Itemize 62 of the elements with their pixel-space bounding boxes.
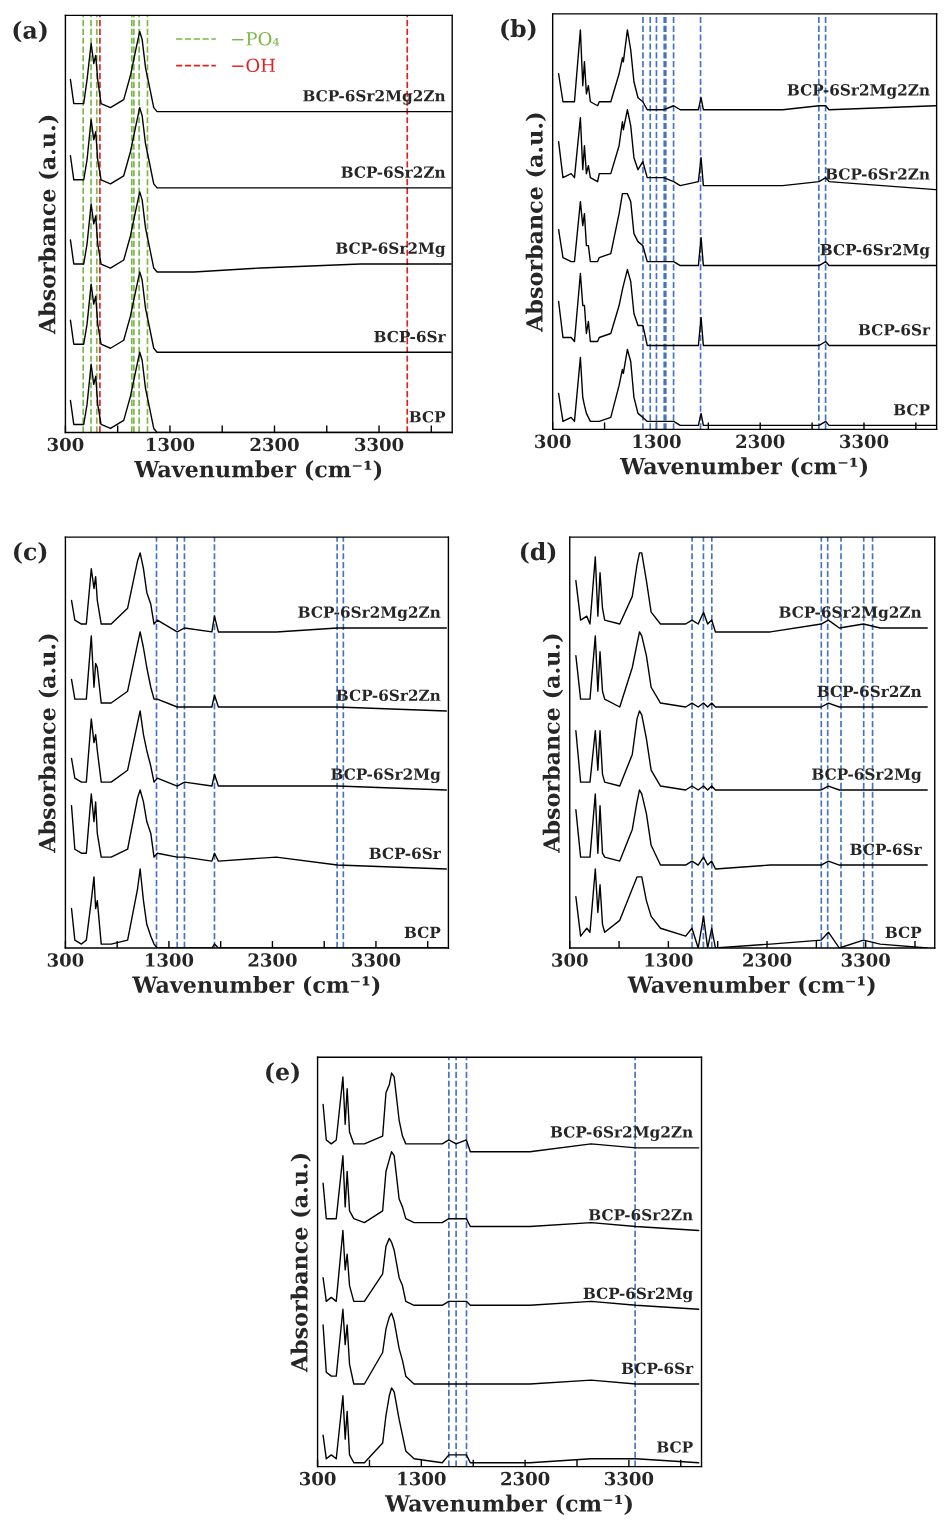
series-label: BCP-6Sr: [858, 324, 931, 336]
y-axis-title: Absorbance (a.u.): [38, 115, 59, 335]
y-axis-title: Absorbance (a.u.): [38, 634, 59, 853]
x-axis-title: Wavenumber (cm⁻¹): [619, 457, 868, 478]
x-tick-label: 1300: [147, 437, 195, 452]
x-axis-title: Wavenumber (cm⁻¹): [134, 460, 382, 481]
series-label: BCP-6Sr: [621, 1362, 694, 1375]
x-tick-label: 3300: [840, 434, 889, 449]
series-label: BCP-6Sr: [369, 847, 441, 860]
x-tick-label: 3300: [605, 1471, 654, 1486]
chart-title: (b): [501, 19, 536, 41]
series-label: BCP-6Sr2Mg2Zn: [298, 606, 441, 622]
ref-line-label: −PO₄: [232, 31, 280, 46]
y-axis-title: Absorbance (a.u.): [290, 1153, 311, 1373]
y-axis-title: Absorbance (a.u.): [525, 113, 546, 332]
x-tick-label: 2300: [248, 953, 297, 967]
series-label: BCP-6Sr2Mg: [583, 1287, 693, 1303]
series-label: BCP-6Sr2Mg2Zn: [787, 84, 930, 99]
series-label: BCP-6Sr: [850, 843, 922, 856]
x-tick-label: 1300: [146, 953, 194, 967]
x-tick-label: 3300: [355, 437, 404, 452]
x-tick-label: 2300: [250, 437, 299, 452]
x-tick-label: 2300: [736, 434, 785, 449]
series-label: BCP-6Sr2Mg2Zn: [303, 89, 446, 105]
series-label: BCP-6Sr: [374, 330, 446, 343]
series-label: BCP-6Sr2Zn: [825, 168, 930, 180]
x-tick-label: 3300: [352, 953, 401, 967]
x-tick-label: 2300: [501, 1471, 550, 1486]
series-label: BCP: [885, 926, 922, 939]
x-tick-label: 300: [535, 434, 571, 449]
ref-line-label: −OH: [232, 58, 275, 73]
series-label: BCP-6Sr2Zn: [341, 166, 446, 178]
chart-title: (a): [13, 20, 47, 43]
chart-title: (e): [266, 1062, 299, 1084]
series-label: BCP-6Sr2Mg: [820, 243, 930, 259]
series-label: BCP: [893, 403, 930, 416]
x-tick-label: 300: [300, 1471, 336, 1486]
series-label: BCP: [404, 926, 441, 939]
chart-title: (d): [520, 542, 556, 564]
series-label: BCP-6Sr2Mg2Zn: [550, 1126, 693, 1141]
x-tick-label: 300: [47, 953, 84, 967]
series-label: BCP-6Sr2Mg: [336, 242, 446, 258]
x-tick-label: 300: [47, 437, 84, 452]
x-tick-label: 2300: [743, 953, 792, 967]
x-axis-title: Wavenumber (cm⁻¹): [132, 975, 380, 997]
x-tick-label: 1300: [398, 1471, 446, 1486]
y-axis-title: Absorbance (a.u.): [542, 634, 564, 853]
series-label: BCP-6Sr2Zn: [588, 1209, 693, 1221]
x-tick-label: 300: [552, 953, 588, 967]
x-axis-title: Wavenumber (cm⁻¹): [627, 975, 875, 997]
series-label: BCP-6Sr2Mg: [812, 768, 922, 784]
x-tick-label: 1300: [645, 953, 693, 967]
series-label: BCP-6Sr2Mg: [331, 768, 441, 784]
chart-title: (c): [14, 542, 47, 564]
series-label: BCP: [409, 411, 446, 423]
series-label: BCP-6Sr2Zn: [817, 685, 922, 698]
series-label: BCP: [657, 1441, 693, 1453]
x-tick-label: 1300: [633, 434, 681, 449]
x-tick-label: 3300: [841, 953, 890, 967]
series-label: BCP-6Sr2Zn: [336, 689, 441, 702]
series-label: BCP-6Sr2Mg2Zn: [779, 606, 922, 622]
x-axis-title: Wavenumber (cm⁻¹): [384, 1494, 632, 1515]
